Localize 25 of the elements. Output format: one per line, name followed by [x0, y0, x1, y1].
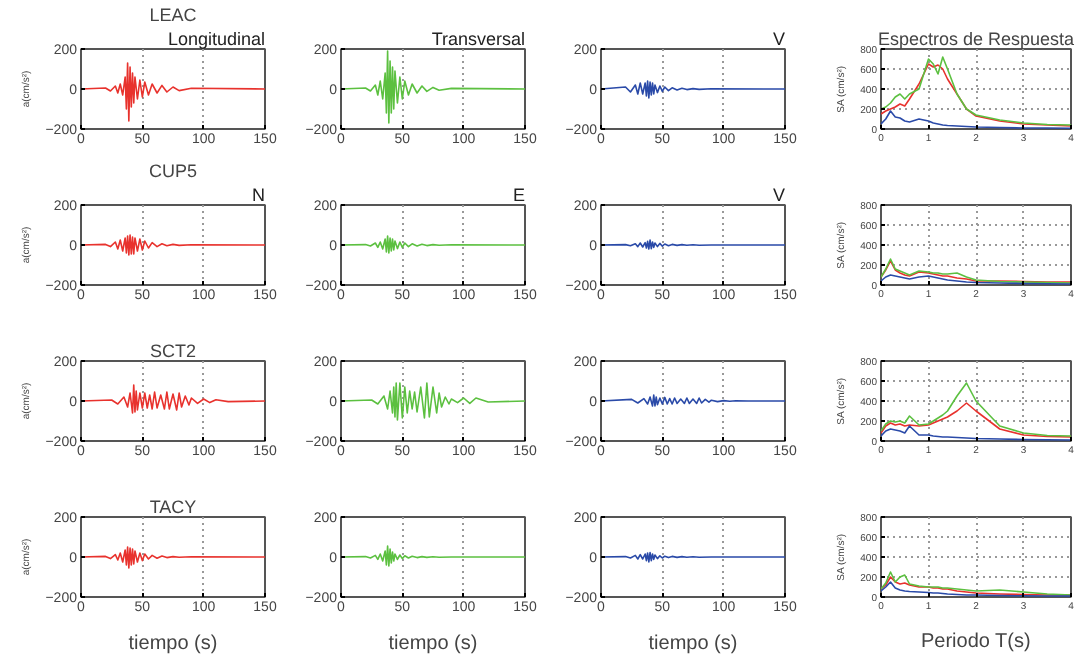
- line-series: [341, 50, 525, 124]
- x-axis-title: tiempo (s): [648, 633, 738, 655]
- line-series: [881, 382, 1071, 437]
- line-series: [81, 62, 265, 122]
- line-series: [341, 382, 525, 421]
- x-axis-title: Periodo T(s): [920, 631, 1031, 653]
- x-axis-title: tiempo (s): [128, 633, 218, 655]
- annotation: Longitudinal: [167, 29, 266, 49]
- x-axis-title: tiempo (s): [388, 633, 478, 655]
- chart-title: TACY: [149, 497, 197, 517]
- annotation: V: [772, 29, 786, 49]
- line-series: [81, 384, 265, 414]
- line-series: [341, 545, 525, 567]
- chart-title: Espectros de Respuesta: [877, 29, 1075, 49]
- line-series: [341, 235, 525, 254]
- annotation: E: [512, 185, 526, 205]
- line-series: [601, 80, 785, 99]
- chart-title: LEAC: [149, 5, 198, 25]
- line-series: [81, 546, 265, 569]
- line-series: [81, 234, 265, 256]
- chart-title: CUP5: [148, 161, 198, 181]
- annotation: V: [772, 185, 786, 205]
- annotation: N: [252, 185, 265, 205]
- chart-title: SCT2: [149, 341, 197, 361]
- annotation: Transversal: [431, 29, 526, 49]
